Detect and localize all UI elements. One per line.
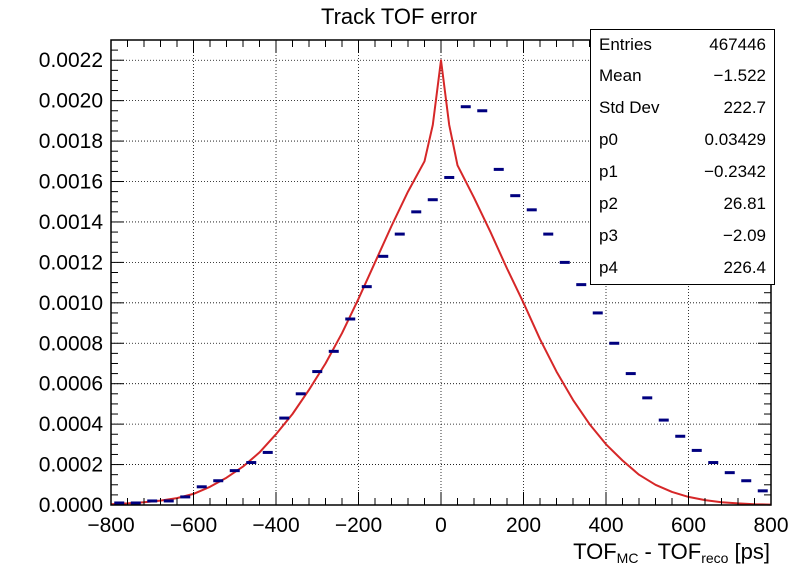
stats-row-p0: p0 0.03429 (599, 125, 766, 155)
y-tick-label: 0.0016 (39, 171, 103, 194)
y-tick-label: 0.0002 (39, 454, 103, 477)
x-axis-label-sub: MC (616, 550, 639, 566)
fit-curve (110, 59, 772, 506)
histogram-layer (114, 105, 768, 505)
x-tick-label: −800 (87, 514, 134, 537)
x-tick-label: −200 (335, 514, 382, 537)
x-axis-label-part: [ps] (728, 539, 770, 564)
stats-value: 467446 (709, 35, 766, 54)
x-axis-label-part: - TOF (638, 539, 702, 564)
tick-labels: −800 −600 −400 −200 0 200 400 600 800 0.0000 0.000… (39, 49, 789, 537)
stats-label: Mean (599, 66, 642, 85)
y-tick-label: 0.0004 (39, 413, 104, 436)
stats-value: 26.81 (723, 194, 766, 213)
stats-value: 0.03429 (704, 130, 766, 149)
y-tick-label: 0.0020 (39, 90, 103, 113)
y-tick-label: 0.0006 (39, 373, 103, 396)
x-tick-label: 0 (435, 514, 447, 537)
x-axis-label-sub: reco (701, 550, 729, 566)
y-tick-label: 0.0008 (39, 332, 103, 355)
stats-row-p4: p4 226.4 (599, 253, 766, 283)
x-tick-label: 600 (671, 514, 706, 537)
stats-row-p2: p2 26.81 (599, 189, 766, 219)
x-axis-label: TOFMC - TOFreco [ps] (573, 539, 770, 566)
stats-box: Entries 467446 Mean −1.522 Std Dev 222.7… (590, 29, 775, 285)
stats-label: Entries (599, 35, 652, 54)
stats-value: 226.4 (723, 258, 766, 277)
stats-value: −2.09 (722, 226, 766, 245)
stats-label: Std Dev (599, 98, 660, 117)
stats-value: −1.522 (713, 66, 766, 85)
stats-label: p3 (599, 226, 618, 245)
stats-row-entries: Entries 467446 (599, 30, 766, 60)
y-tick-label: 0.0022 (39, 49, 103, 72)
x-tick-label: 200 (506, 514, 541, 537)
x-tick-label: −400 (252, 514, 299, 537)
stats-row-p1: p1 −0.2342 (599, 157, 766, 187)
stats-label: p1 (599, 162, 618, 181)
fit-curve-layer (110, 59, 772, 506)
x-tick-label: −600 (170, 514, 217, 537)
x-axis-label-part: TOF (573, 539, 617, 564)
y-tick-label: 0.0018 (39, 130, 103, 153)
stats-label: p0 (599, 130, 618, 149)
stats-row-mean: Mean −1.522 (599, 61, 766, 91)
x-tick-label: 800 (753, 514, 788, 537)
stats-row-std-dev: Std Dev 222.7 (599, 93, 766, 123)
y-tick-label: 0.0000 (39, 494, 103, 517)
stats-row-p3: p3 −2.09 (599, 221, 766, 251)
chart-title: Track TOF error (320, 4, 478, 29)
x-tick-label: 400 (588, 514, 623, 537)
stats-value: 222.7 (723, 98, 766, 117)
y-tick-label: 0.0012 (39, 251, 103, 274)
stats-value: −0.2342 (704, 162, 766, 181)
y-tick-label: 0.0010 (39, 292, 103, 315)
y-tick-label: 0.0014 (39, 211, 104, 234)
stats-label: p4 (599, 258, 618, 277)
stats-label: p2 (599, 194, 618, 213)
